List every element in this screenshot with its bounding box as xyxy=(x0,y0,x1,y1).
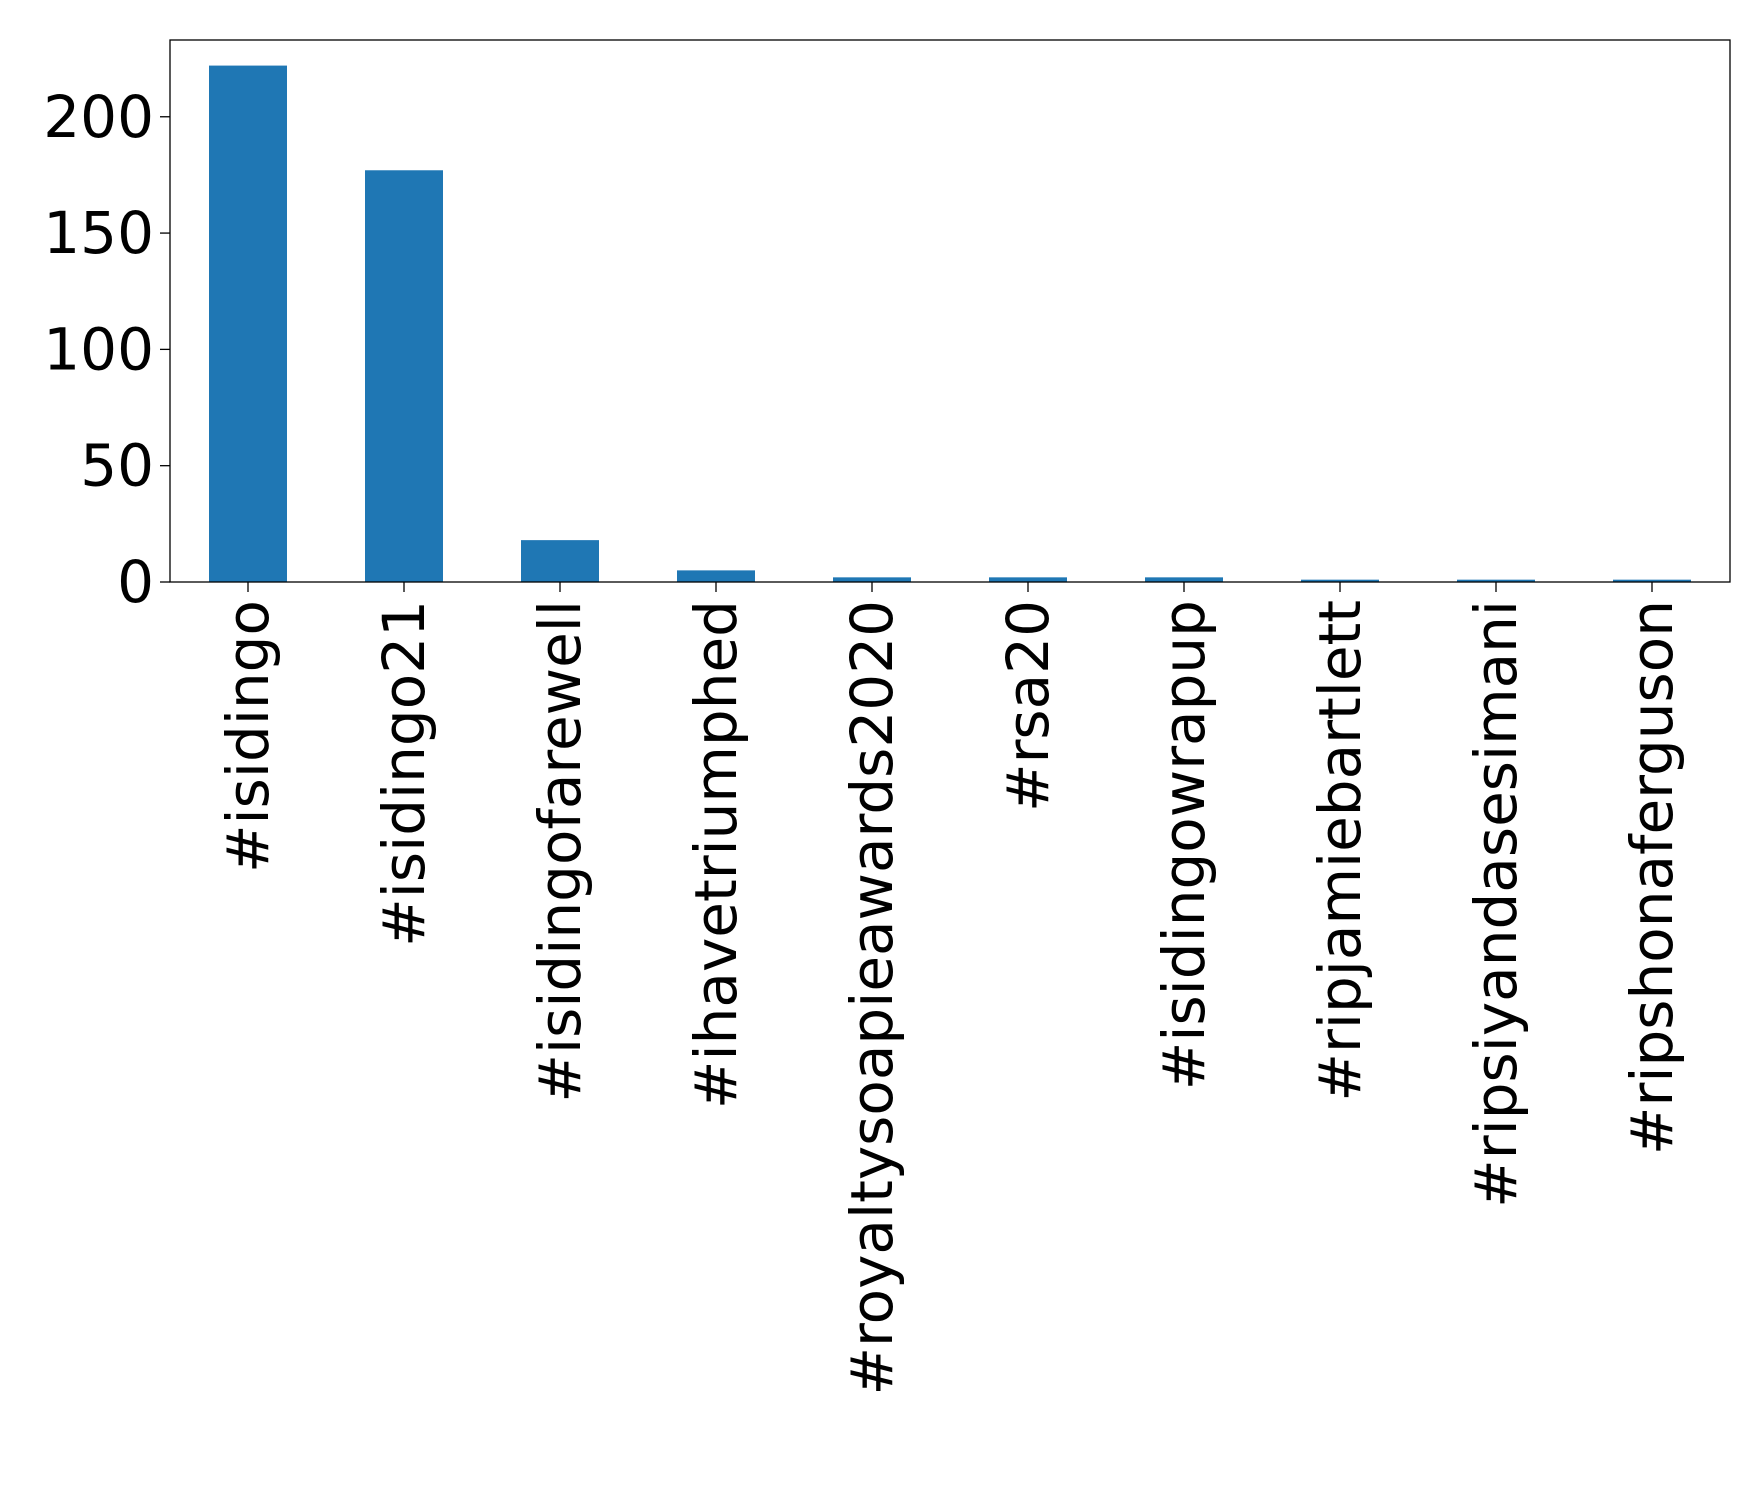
y-tick-label: 50 xyxy=(80,432,154,500)
bar-isidingowrapup xyxy=(1145,577,1223,582)
x-tick-label: #ihavetriumphed xyxy=(682,600,750,1109)
x-axis: #isidingo #isidingo21 #isidingofarewell #ih… xyxy=(214,582,1686,1396)
bar-ihavetriumphed xyxy=(677,570,755,582)
x-tick-label: #isidingowrapup xyxy=(1150,600,1218,1090)
bar-isidingo21 xyxy=(365,170,443,582)
x-tick-label: #rsa20 xyxy=(994,600,1062,812)
x-tick-label: #ripjamiebartlett xyxy=(1306,600,1374,1102)
bar-ripshonaferguson xyxy=(1613,579,1691,582)
bar-isidingo xyxy=(209,65,287,582)
y-tick-label: 100 xyxy=(43,315,154,383)
x-tick-label: #isidingo21 xyxy=(370,600,438,947)
y-axis: 0 50 100 150 200 xyxy=(43,83,170,616)
bar-ripjamiebartlett xyxy=(1301,579,1379,582)
y-tick-label: 150 xyxy=(43,199,154,267)
x-tick-label: #isidingofarewell xyxy=(526,600,594,1103)
y-tick-label: 200 xyxy=(43,83,154,151)
y-tick-label: 0 xyxy=(117,548,154,616)
bar-rsa20 xyxy=(989,577,1067,582)
x-tick-label: #isidingo xyxy=(214,600,282,873)
bar-isidingofarewell xyxy=(521,540,599,582)
bars-group xyxy=(209,65,1691,582)
x-tick-label: #ripshonaferguson xyxy=(1618,600,1686,1155)
bar-royaltysoapieawards2020 xyxy=(833,577,911,582)
x-tick-label: #royaltysoapieawards2020 xyxy=(838,600,906,1396)
x-tick-label: #ripsiyandasesimani xyxy=(1462,600,1530,1208)
bar-ripsiyandasesimani xyxy=(1457,579,1535,582)
plot-frame xyxy=(169,39,1731,583)
